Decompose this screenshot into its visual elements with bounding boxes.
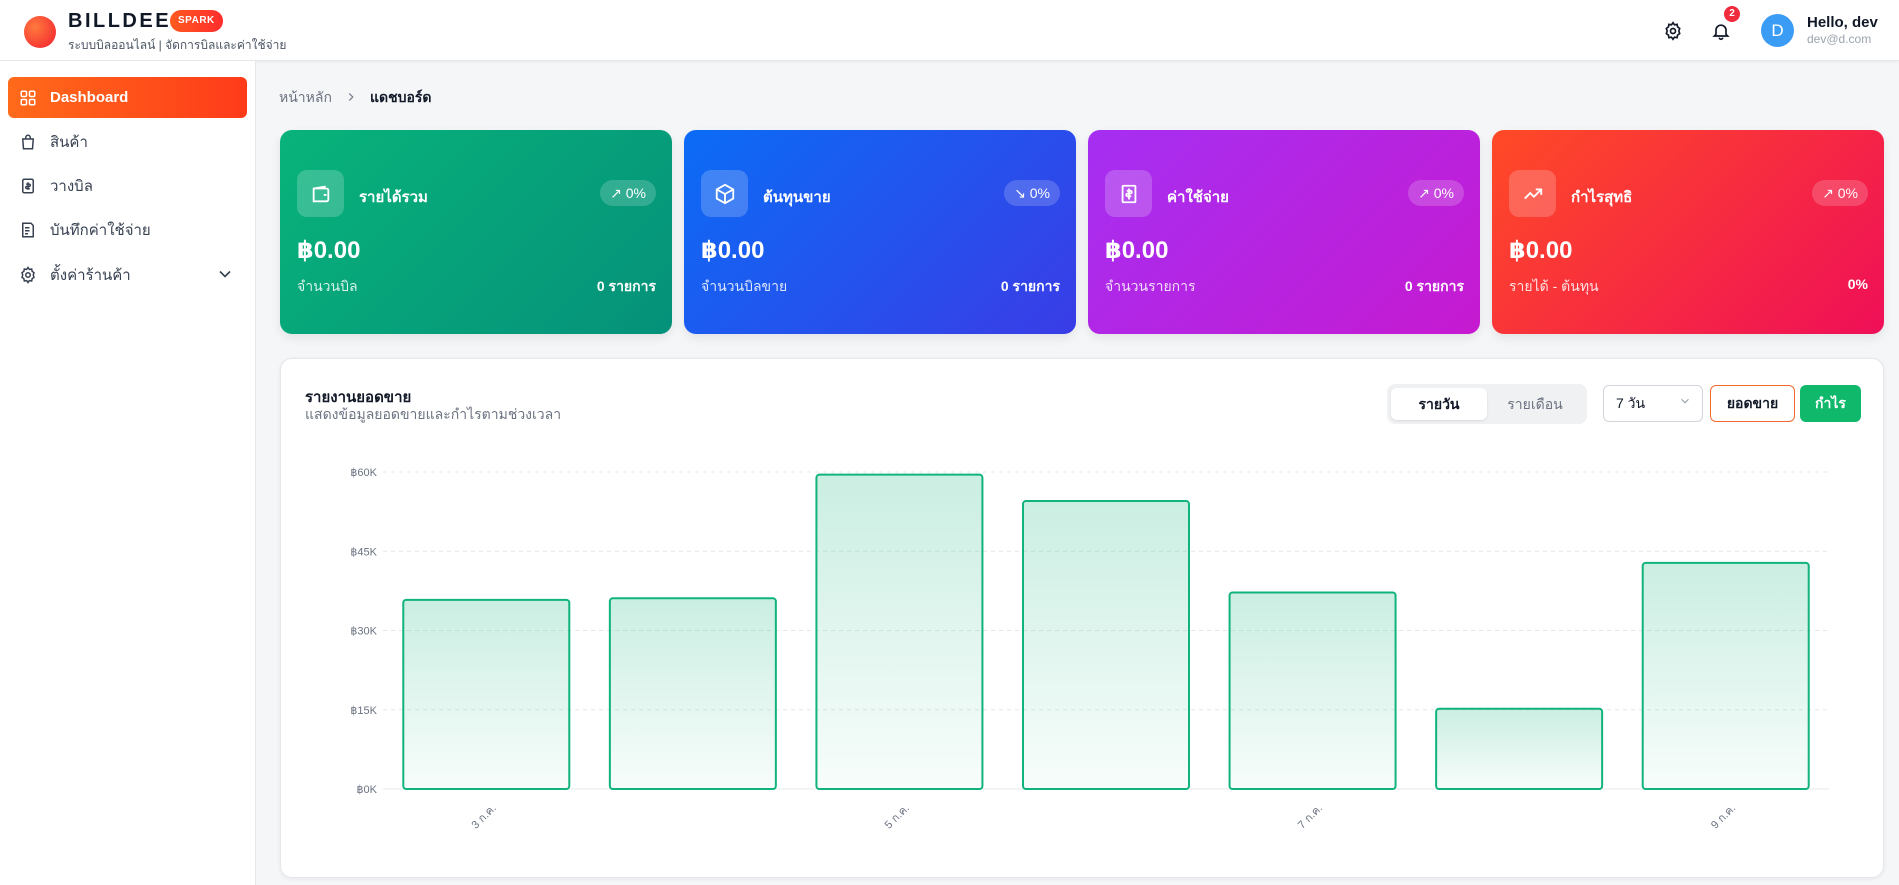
bell-icon[interactable] [1708,18,1734,44]
sales-button[interactable]: ยอดขาย [1710,385,1795,422]
chart-bar[interactable] [1435,707,1604,790]
trend-value: 0% [1029,185,1050,201]
x-tick-label: 3 ก.ค. [470,802,499,831]
card-amount: ฿0.00 [297,237,361,264]
gear-icon [18,265,38,285]
wallet-icon [297,170,344,217]
chart-bar[interactable] [402,598,571,790]
sales-report-panel: รายงานยอดขาย แสดงข้อมูลยอดขายและกำไรตามช… [280,358,1884,878]
card-amount: ฿0.00 [1105,237,1169,264]
profit-button[interactable]: กำไร [1800,385,1861,422]
x-tick-label: 9 ก.ค. [1709,802,1738,831]
chevron-right-icon [344,90,358,107]
trend-badge: ↘ 0% [1004,180,1060,206]
range-select-value: 7 วัน [1616,395,1646,411]
card-amount: ฿0.00 [701,237,765,264]
chart-bar[interactable] [1641,561,1810,790]
sidebar-item-store-settings[interactable]: ตั้งค่าร้านค้า [8,254,247,295]
y-tick-label: ฿30K [350,626,377,638]
stat-card-net-profit: กำไรสุทธิ ↗ 0% ฿0.00 รายได้ - ต้นทุน 0% [1492,130,1884,334]
settings-icon[interactable] [1660,18,1686,44]
brand-tagline: ระบบบิลออนไลน์ | จัดการบิลและค่าใช้จ่าย [68,38,287,52]
card-subtitle: จำนวนบิล [297,278,358,294]
card-count: 0 รายการ [596,278,656,294]
logo-icon [24,16,56,48]
tab-monthly[interactable]: รายเดือน [1507,396,1563,412]
sidebar-item-label: Dashboard [50,89,129,106]
user-greeting: Hello, dev [1807,14,1878,31]
sidebar-item-dashboard[interactable]: Dashboard [8,77,247,118]
stat-card-cost: ต้นทุนขาย ↘ 0% ฿0.00 จำนวนบิลขาย 0 รายกา… [684,130,1076,334]
trend-badge: ↗ 0% [1408,180,1464,206]
top-header: BILLDEE SPARK ระบบบิลออนไลน์ | จัดการบิล… [0,0,1899,61]
breadcrumb: หน้าหลัก แดชบอร์ด [279,87,431,109]
box-icon [701,170,748,217]
card-count: 0 รายการ [1000,278,1060,294]
sidebar-item-billing[interactable]: วางบิล [8,165,247,206]
period-toggle: รายวัน รายเดือน [1387,384,1587,424]
chart-bar[interactable] [608,597,777,790]
trend-value: 0% [1837,185,1858,201]
card-count: 0 รายการ [1404,278,1464,294]
sidebar-item-label: สินค้า [50,133,88,151]
avatar[interactable]: D [1761,14,1794,47]
chevron-down-icon [1678,386,1692,421]
card-amount: ฿0.00 [1509,237,1573,264]
notification-count-badge: 2 [1724,6,1740,22]
chart-bar[interactable] [815,473,984,791]
brand-name: BILLDEE [68,10,172,32]
report-title: รายงานยอดขาย [305,389,412,406]
report-subtitle: แสดงข้อมูลยอดขายและกำไรตามช่วงเวลา [305,406,562,422]
x-tick-label: 7 ก.ค. [1296,802,1325,831]
x-tick-label: 5 ก.ค. [883,802,912,831]
bill-icon [1105,170,1152,217]
chart-bar[interactable] [1228,591,1397,790]
range-select[interactable]: 7 วัน [1603,385,1703,422]
y-tick-label: ฿0K [357,784,378,796]
sidebar-item-expenses[interactable]: บันทึกค่าใช้จ่าย [8,209,247,250]
card-count: 0% [1847,276,1868,292]
y-tick-label: ฿60K [350,467,377,479]
user-email: dev@d.com [1807,32,1872,46]
bag-icon [18,132,38,152]
breadcrumb-home[interactable]: หน้าหลัก [279,89,332,105]
stat-card-revenue: รายได้รวม ↗ 0% ฿0.00 จำนวนบิล 0 รายการ [280,130,672,334]
trend-badge: ↗ 0% [600,180,656,206]
receipt-icon [18,176,38,196]
card-title: กำไรสุทธิ [1571,189,1633,206]
tab-daily[interactable]: รายวัน [1391,388,1487,420]
sidebar: Dashboard สินค้า วางบิล บันทึกค่าใช้จ่าย… [0,61,256,885]
card-title: ต้นทุนขาย [763,189,831,206]
sidebar-item-label: วางบิล [50,177,93,195]
expense-icon [18,220,38,240]
sidebar-item-products[interactable]: สินค้า [8,121,247,162]
plan-badge: SPARK [170,10,223,32]
y-tick-label: ฿45K [350,546,377,558]
trend-value: 0% [625,185,646,201]
sales-bar-chart: ฿0K ฿15K ฿30K ฿45K ฿60K 3 ก.ค. 5 ก.ค. 7 ก.ค. 9 ก… [350,467,1829,831]
chart-bar[interactable] [1022,500,1190,791]
y-tick-label: ฿15K [350,705,377,717]
card-title: ค่าใช้จ่าย [1167,189,1229,206]
card-subtitle: จำนวนรายการ [1105,278,1196,294]
chevron-down-icon[interactable] [215,264,235,288]
card-subtitle: รายได้ - ต้นทุน [1509,278,1599,294]
trend-value: 0% [1433,185,1454,201]
trend-badge: ↗ 0% [1812,180,1868,206]
grid-icon [18,88,38,108]
card-subtitle: จำนวนบิลขาย [701,278,788,294]
card-title: รายได้รวม [359,189,428,206]
breadcrumb-current: แดชบอร์ด [369,89,432,105]
sidebar-item-label: ตั้งค่าร้านค้า [50,266,131,284]
trend-up-icon [1509,170,1556,217]
sidebar-item-label: บันทึกค่าใช้จ่าย [50,221,151,239]
stat-card-expenses: ค่าใช้จ่าย ↗ 0% ฿0.00 จำนวนรายการ 0 รายก… [1088,130,1480,334]
